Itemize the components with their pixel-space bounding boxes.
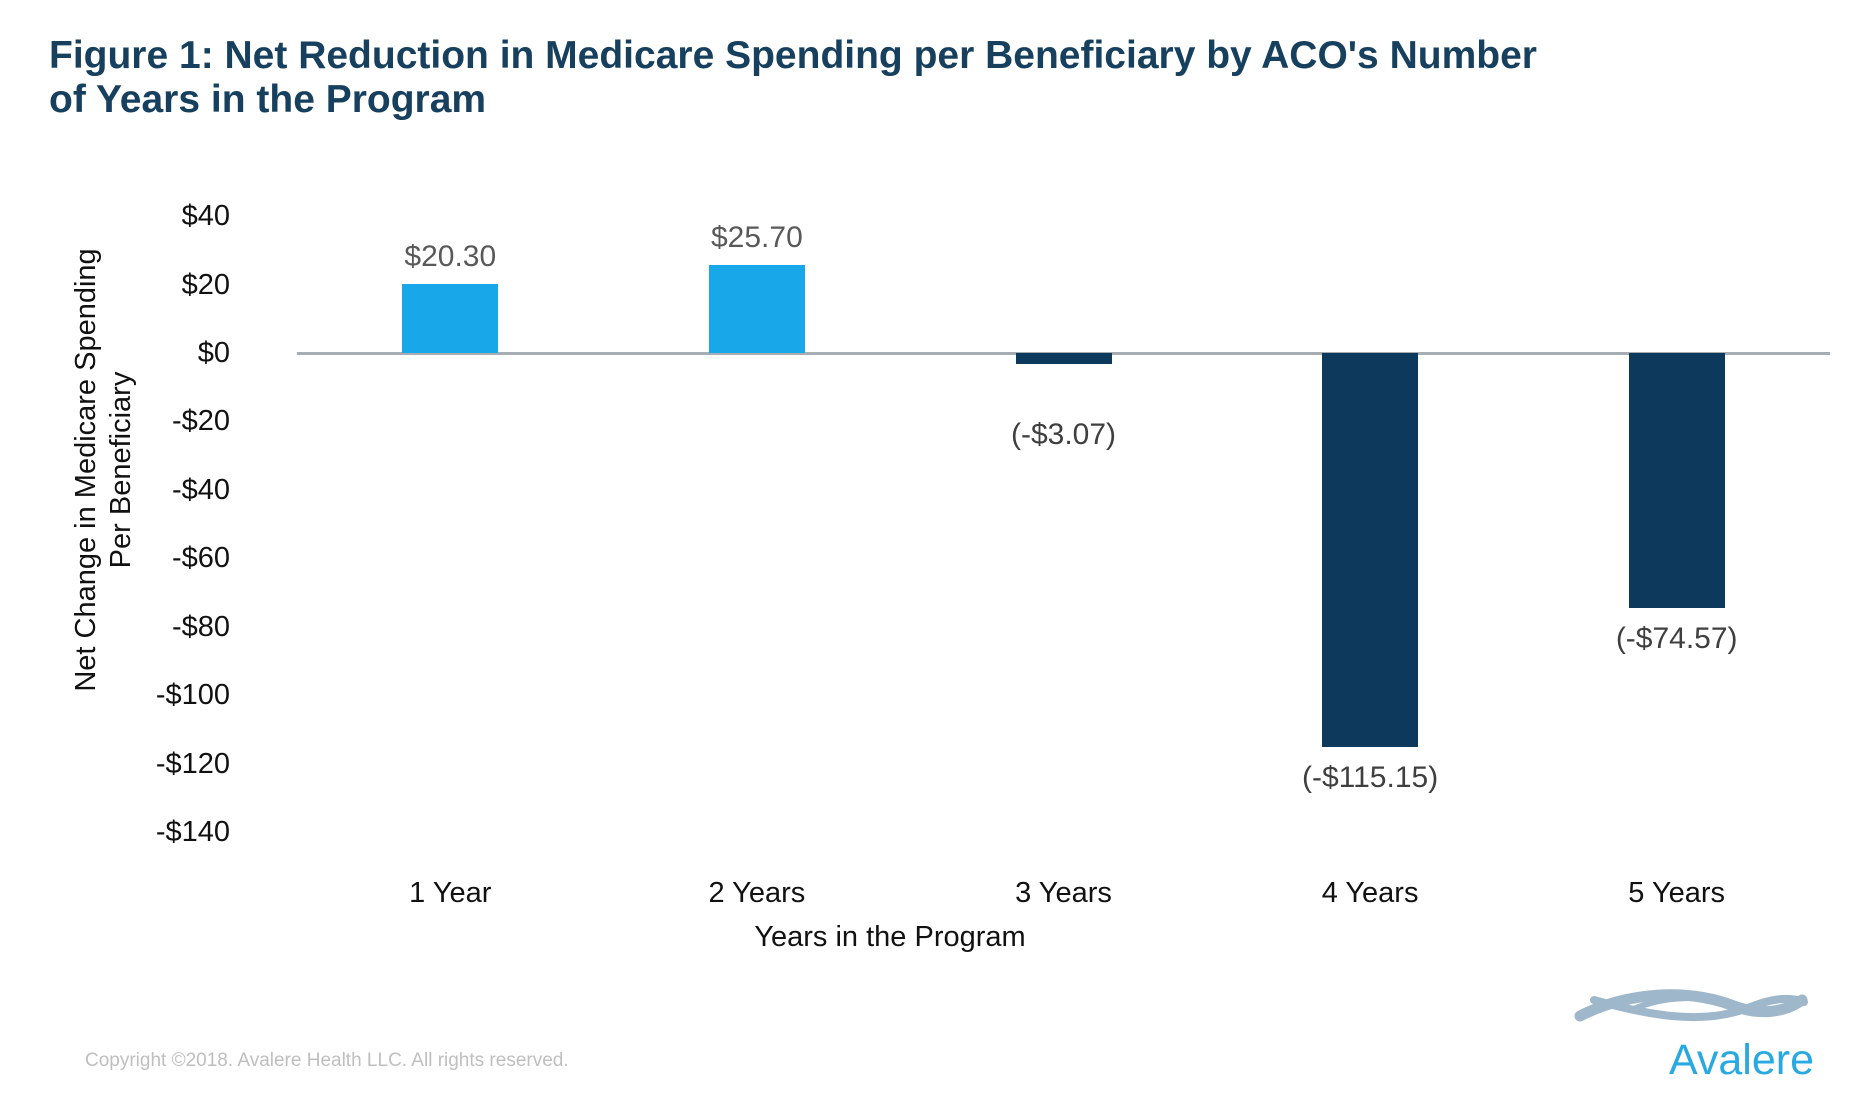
y-tick-label: -$60 bbox=[171, 542, 230, 575]
bar-value-label: $25.70 bbox=[711, 221, 803, 255]
x-category-label: 3 Years bbox=[1015, 877, 1112, 909]
y-tick-label: -$40 bbox=[171, 473, 230, 506]
avalere-swoosh-icon bbox=[1574, 989, 1808, 1022]
x-category-label: 2 Years bbox=[708, 877, 806, 909]
x-category-label: 4 Years bbox=[1321, 877, 1419, 909]
figure-title: Figure 1: Net Reduction in Medicare Spen… bbox=[49, 34, 1537, 122]
bar-value-label: (-$115.15) bbox=[1302, 761, 1439, 795]
figure-title-line-1: Figure 1: Net Reduction in Medicare Spen… bbox=[49, 34, 1537, 77]
x-category-label: 1 Year bbox=[409, 877, 492, 909]
bar-5-years bbox=[1628, 353, 1725, 609]
y-tick-label: $20 bbox=[181, 268, 230, 301]
avalere-logo-text: Avalere bbox=[1668, 1036, 1814, 1084]
y-tick-label: -$120 bbox=[155, 747, 230, 780]
figure-title-line-2: of Years in the Program bbox=[49, 78, 487, 121]
x-axis-title: Years in the Program bbox=[754, 921, 1026, 953]
y-tick-label: $40 bbox=[181, 200, 230, 233]
avalere-logo: Avalere bbox=[1572, 976, 1824, 1101]
y-tick-label: -$100 bbox=[155, 679, 230, 712]
copyright-text: Copyright ©2018. Avalere Health LLC. All… bbox=[85, 1050, 569, 1071]
bar-1-year bbox=[402, 283, 499, 353]
y-tick-label: -$80 bbox=[171, 610, 230, 643]
y-tick-label: -$20 bbox=[171, 405, 230, 438]
bar-2-years bbox=[708, 265, 805, 353]
bar-value-label: $20.30 bbox=[404, 239, 497, 273]
x-category-label: 5 Years bbox=[1628, 877, 1726, 909]
bar-3-years bbox=[1015, 353, 1112, 364]
bar-4-years bbox=[1322, 353, 1419, 748]
bar-value-label: (-$3.07) bbox=[1010, 417, 1117, 451]
y-tick-label: -$140 bbox=[155, 816, 230, 849]
y-tick-label: $0 bbox=[197, 337, 230, 369]
bar-value-label: (-$74.57) bbox=[1615, 622, 1738, 656]
